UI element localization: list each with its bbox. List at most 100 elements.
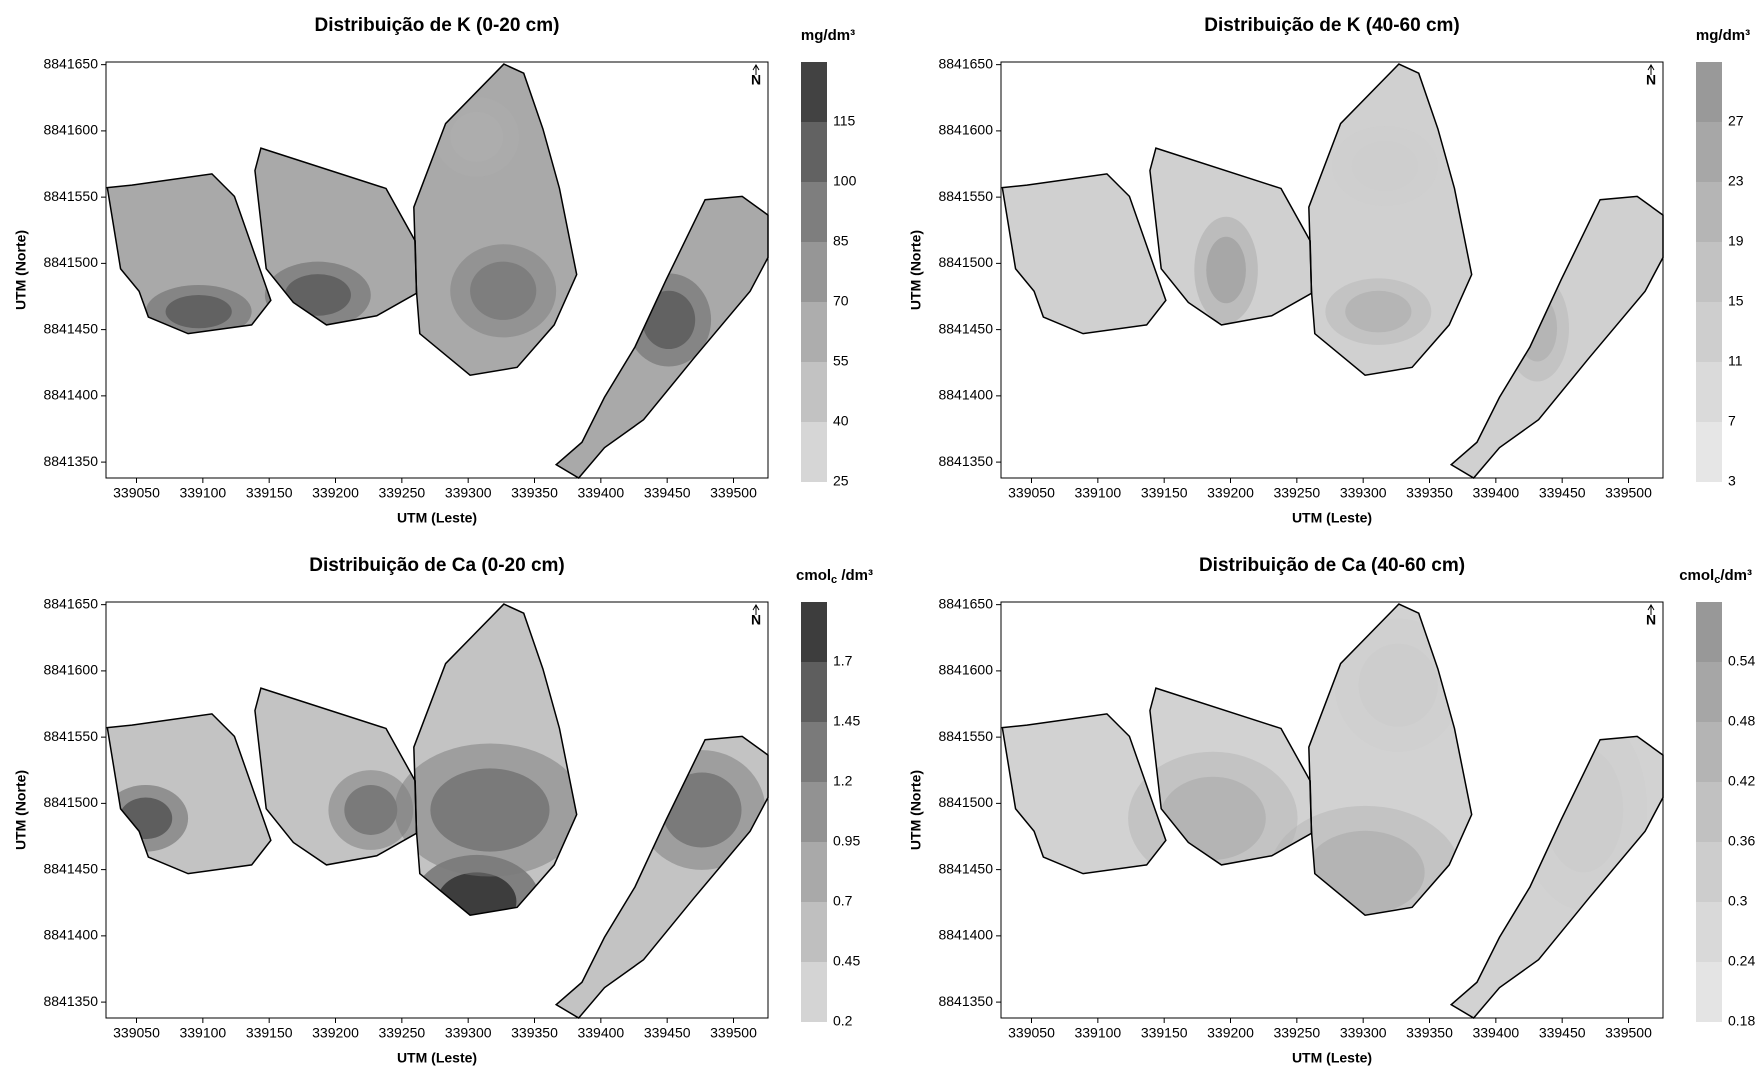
x-tick-label: 339150: [1141, 485, 1188, 501]
colorbar-tick-label: 1.2: [833, 773, 853, 789]
field-outline: [1308, 63, 1473, 377]
field-outline: [1001, 173, 1167, 335]
colorbar-band: [801, 782, 827, 842]
x-tick-label: 339100: [179, 485, 226, 501]
north-arrow-head: [752, 604, 760, 611]
unit-part: c: [831, 574, 837, 586]
plot-frame: [105, 601, 769, 1019]
y-tick-label: 8841500: [43, 794, 98, 810]
contour-region: [1351, 141, 1419, 191]
colorbar-tick-label: 7: [1728, 413, 1736, 429]
y-tick-label: 8841650: [43, 55, 98, 71]
y-tick-label: 8841500: [938, 254, 993, 270]
y-tick-label: 8841600: [43, 122, 98, 138]
x-axis-label: UTM (Leste): [1292, 1050, 1372, 1066]
plot-frame: [105, 61, 769, 479]
colorbar-band: [1696, 962, 1722, 1022]
colorbar-tick-label: 0.95: [833, 833, 860, 849]
field-outline: [1149, 147, 1313, 326]
colorbar-unit: mg/dm³: [1696, 27, 1750, 44]
x-tick-label: 339350: [1406, 1025, 1453, 1041]
x-tick-label: 339400: [1472, 485, 1519, 501]
colorbar-band: [1696, 602, 1722, 662]
x-tick-label: 339100: [1074, 485, 1121, 501]
contour-region: [1358, 643, 1438, 727]
contour-region: [642, 290, 696, 350]
x-tick-label: 339250: [1273, 485, 1320, 501]
y-tick-label: 8841600: [938, 662, 993, 678]
colorbar-tick-label: 1.7: [833, 653, 853, 669]
x-tick-label: 339200: [312, 485, 359, 501]
colorbar-band: [801, 182, 827, 242]
colorbar-tick-label: 0.7: [833, 893, 853, 909]
unit-part: mg/dm³: [801, 27, 855, 44]
colorbar-tick-label: 3: [1728, 473, 1736, 489]
contour-region: [165, 294, 232, 329]
field-outline: [413, 63, 578, 377]
colorbar-tick-label: 70: [833, 293, 849, 309]
colorbar-band: [801, 122, 827, 182]
field: [1002, 173, 1166, 334]
y-tick-label: 8841350: [938, 993, 993, 1009]
y-tick-label: 8841550: [938, 728, 993, 744]
colorbar-tick-label: 19: [1728, 233, 1744, 249]
x-tick-label: 339200: [1207, 1025, 1254, 1041]
colorbar-unit: mg/dm³: [801, 27, 855, 44]
x-axis-label: UTM (Leste): [397, 1050, 477, 1066]
x-tick-label: 339350: [1406, 485, 1453, 501]
x-tick-label: 339050: [1008, 1025, 1055, 1041]
y-tick-label: 8841400: [43, 387, 98, 403]
panel: Distribuição de Ca (40-60 cm) UTM (Leste)…: [908, 555, 1756, 1066]
north-arrow-head: [1647, 604, 1655, 611]
y-axis-label: UTM (Norte): [13, 770, 29, 850]
panel-title: Distribuição de K (40-60 cm): [1204, 15, 1460, 36]
colorbar-band: [1696, 62, 1722, 122]
x-tick-label: 339400: [577, 1025, 624, 1041]
panel: Distribuição de Ca (0-20 cm) UTM (Leste) U…: [13, 555, 873, 1066]
plot-frame: [1000, 61, 1664, 479]
y-tick-label: 8841450: [43, 320, 98, 336]
colorbar-band: [801, 662, 827, 722]
x-tick-label: 339150: [1141, 1025, 1188, 1041]
x-tick-label: 339450: [644, 485, 691, 501]
contour-region: [470, 261, 537, 320]
y-tick-label: 8841400: [43, 927, 98, 943]
colorbar-band: [1696, 362, 1722, 422]
contour-region: [1505, 274, 1569, 382]
field-outline: [106, 713, 272, 875]
colorbar-band: [801, 722, 827, 782]
contour-region: [1206, 236, 1246, 304]
x-tick-label: 339050: [113, 485, 160, 501]
x-tick-label: 339100: [1074, 1025, 1121, 1041]
colorbar-band: [801, 242, 827, 302]
colorbar-unit: cmolc/dm³: [1679, 567, 1752, 586]
y-tick-label: 8841650: [43, 595, 98, 611]
contour-region: [119, 797, 173, 840]
panel-title: Distribuição de Ca (0-20 cm): [309, 555, 565, 576]
north-label: N: [1646, 612, 1656, 628]
y-tick-label: 8841400: [938, 387, 993, 403]
unit-part: /dm³: [837, 567, 873, 584]
contour-region: [450, 111, 504, 162]
colorbar-tick-label: 0.42: [1728, 773, 1755, 789]
y-tick-label: 8841350: [43, 453, 98, 469]
field-outline: [106, 173, 272, 335]
plot-frame: [1000, 601, 1664, 1019]
y-tick-label: 8841450: [43, 860, 98, 876]
colorbar-band: [1696, 662, 1722, 722]
panel-title: Distribuição de Ca (40-60 cm): [1199, 555, 1465, 576]
x-tick-label: 339500: [1605, 1025, 1652, 1041]
colorbar-tick-label: 115: [833, 113, 856, 129]
colorbar-band: [1696, 122, 1722, 182]
field-outline: [1001, 713, 1167, 875]
colorbar-tick-label: 0.24: [1728, 953, 1755, 969]
colorbar-tick-label: 0.54: [1728, 653, 1755, 669]
unit-part: mg/dm³: [1696, 27, 1750, 44]
colorbar-tick-label: 1.45: [833, 713, 860, 729]
colorbar-tick-label: 40: [833, 413, 849, 429]
x-tick-label: 339350: [511, 485, 558, 501]
y-tick-label: 8841600: [938, 122, 993, 138]
colorbar-band: [801, 842, 827, 902]
field-outline: [1149, 687, 1313, 866]
x-tick-label: 339250: [1273, 1025, 1320, 1041]
